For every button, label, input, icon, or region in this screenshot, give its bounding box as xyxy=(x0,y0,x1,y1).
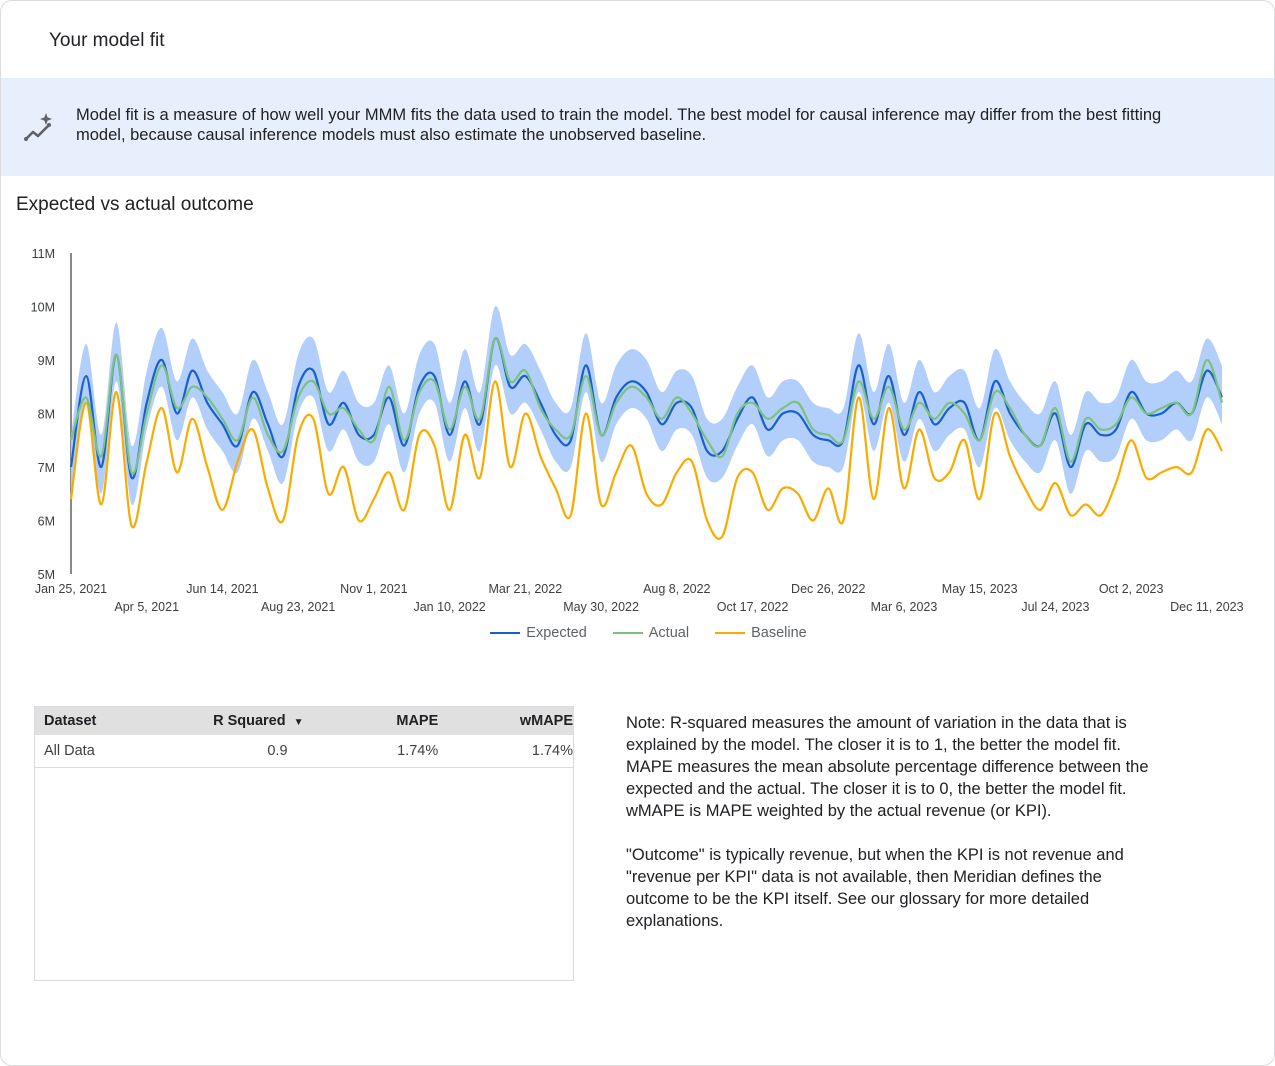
x-tick-label: Jul 24, 2023 xyxy=(1021,600,1089,614)
legend-item-actual[interactable]: Actual xyxy=(612,625,690,641)
x-tick-label: Nov 1, 2021 xyxy=(340,582,407,596)
legend-item-expected[interactable]: Expected xyxy=(490,625,587,641)
x-tick-label: May 30, 2022 xyxy=(563,600,639,614)
card-title: Your model fit xyxy=(49,30,165,51)
note-paragraph-metrics: Note: R-squared measures the amount of v… xyxy=(626,714,1149,820)
x-tick-label: Mar 6, 2023 xyxy=(871,600,938,614)
note-paragraph-outcome: "Outcome" is typically revenue, but when… xyxy=(626,846,1124,930)
y-tick-label: 10M xyxy=(31,301,55,315)
column-header-mape[interactable]: MAPE xyxy=(396,713,439,729)
x-tick-label: May 15, 2023 xyxy=(942,582,1018,596)
cell-r-squared: 0.9 xyxy=(267,743,288,759)
x-tick-label: Jan 10, 2022 xyxy=(413,600,485,614)
x-tick-label: Dec 11, 2023 xyxy=(1170,600,1243,614)
x-tick-label: Jan 25, 2021 xyxy=(35,582,107,596)
metrics-table: Dataset R Squared ▼ MAPE wMAPE All Data … xyxy=(34,706,574,981)
legend-label: Actual xyxy=(648,625,690,641)
x-tick-label: Oct 17, 2022 xyxy=(717,600,789,614)
column-header-r-squared[interactable]: R Squared ▼ xyxy=(144,713,304,729)
x-tick-label: Jun 14, 2021 xyxy=(186,582,258,596)
series-line-baseline xyxy=(69,380,1223,540)
legend-label: Expected xyxy=(526,625,587,641)
column-label: R Squared xyxy=(213,713,286,729)
y-tick-label: 7M xyxy=(38,461,55,475)
x-tick-label: Aug 23, 2021 xyxy=(261,600,335,614)
table-row: All Data 0.9 1.74% 1.74% xyxy=(35,735,573,768)
expected-confidence-band xyxy=(71,305,1222,506)
y-tick-label: 6M xyxy=(38,515,55,529)
x-tick-label: Aug 8, 2022 xyxy=(643,582,710,596)
legend-swatch xyxy=(612,632,643,634)
sort-descending-icon: ▼ xyxy=(293,717,304,728)
y-tick-label: 5M xyxy=(38,568,55,582)
legend-item-baseline[interactable]: Baseline xyxy=(715,625,807,641)
y-tick-label: 9M xyxy=(38,354,55,368)
column-header-wmape[interactable]: wMAPE xyxy=(519,713,574,729)
insights-sparkle-icon xyxy=(24,113,52,141)
line-chart: 5M 6M 7M 8M 9M 10M 11M Jan 25, 2021 Apr 5, 2021… xyxy=(31,247,1244,614)
cell-wmape: 1.74% xyxy=(531,743,573,759)
x-tick-label: Mar 21, 2022 xyxy=(489,582,563,596)
cell-mape: 1.74% xyxy=(397,743,439,759)
column-header-dataset[interactable]: Dataset xyxy=(44,713,97,729)
legend-swatch xyxy=(715,632,746,634)
y-tick-label: 8M xyxy=(38,408,55,422)
x-tick-label: Oct 2, 2023 xyxy=(1099,582,1164,596)
info-banner xyxy=(1,78,1274,176)
chart-legend: Expected Actual Baseline xyxy=(1,625,1274,641)
explanation-note: Note: R-squared measures the amount of v… xyxy=(626,712,1166,954)
banner-text: Model fit is a measure of how well your … xyxy=(76,106,1162,144)
x-tick-label: Apr 5, 2021 xyxy=(114,600,179,614)
cell-dataset: All Data xyxy=(44,743,95,759)
chart-title: Expected vs actual outcome xyxy=(16,194,254,215)
table-header: Dataset R Squared ▼ MAPE wMAPE xyxy=(35,707,573,735)
legend-label: Baseline xyxy=(751,625,807,641)
y-tick-label: 11M xyxy=(32,247,55,261)
legend-swatch xyxy=(490,632,521,634)
series-line-actual xyxy=(69,337,1224,475)
x-tick-label: Dec 26, 2022 xyxy=(791,582,865,596)
